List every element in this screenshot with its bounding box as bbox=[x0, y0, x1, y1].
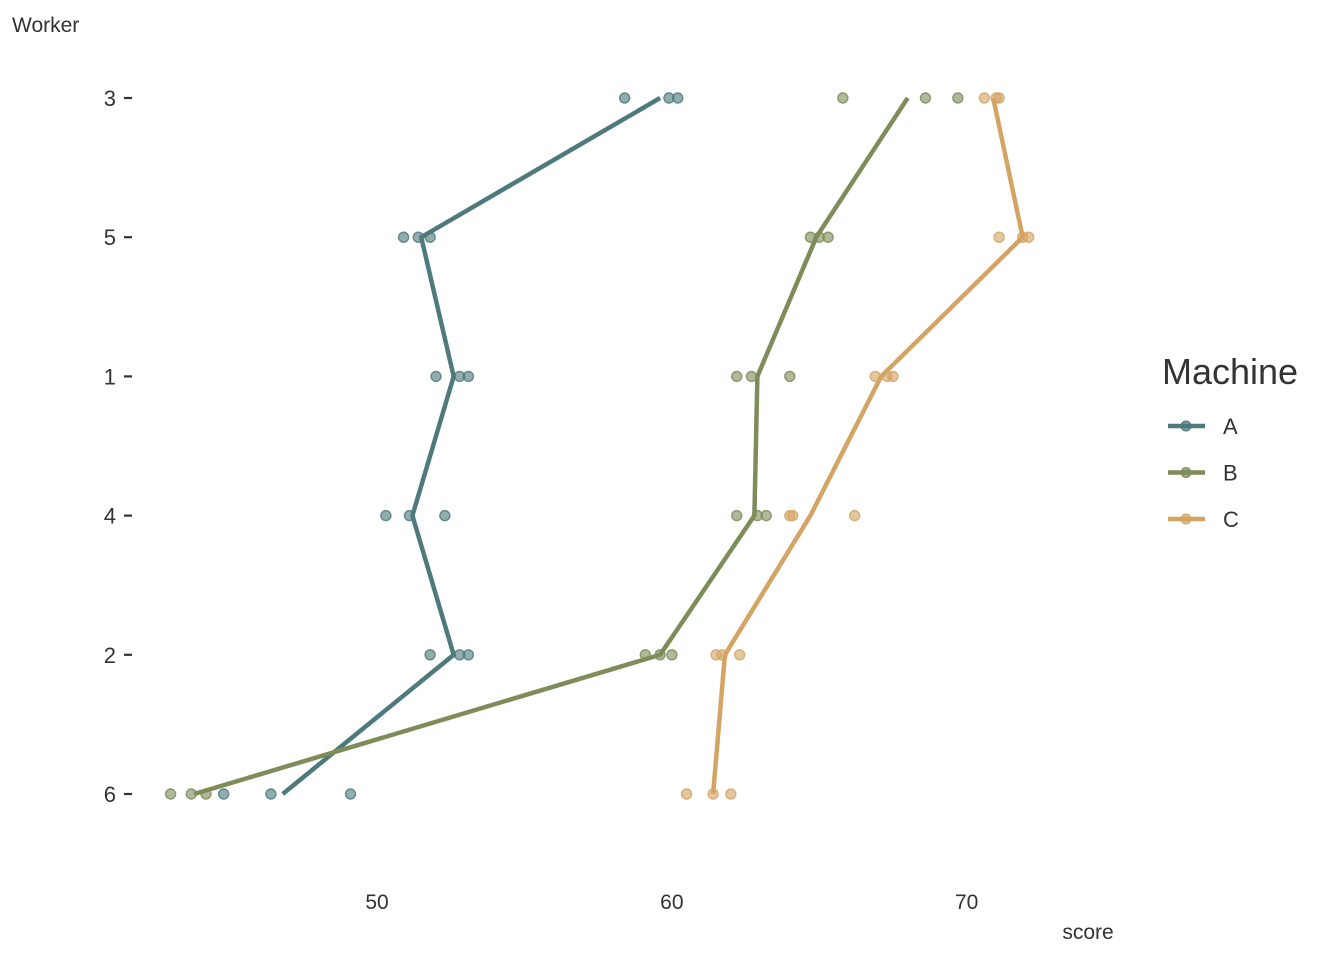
data-point-a bbox=[412, 231, 424, 243]
data-point-a bbox=[462, 370, 475, 383]
legend-label-c: C bbox=[1223, 507, 1239, 532]
legend: Machine ABC bbox=[1162, 351, 1298, 532]
legend-title: Machine bbox=[1162, 351, 1298, 392]
data-point-c bbox=[716, 649, 728, 661]
data-point-c bbox=[680, 788, 693, 800]
data-point-c bbox=[787, 509, 799, 522]
data-point-a bbox=[218, 788, 230, 800]
y-tick-label: 4 bbox=[104, 504, 116, 529]
data-point-a bbox=[462, 649, 475, 661]
legend-label-b: B bbox=[1223, 461, 1238, 486]
x-tick-label: 60 bbox=[660, 891, 683, 914]
data-point-b bbox=[745, 370, 758, 383]
data-point-b bbox=[654, 649, 666, 661]
data-point-a bbox=[380, 509, 392, 522]
data-point-a bbox=[672, 92, 684, 104]
series-points bbox=[164, 92, 1035, 800]
data-point-b bbox=[731, 370, 743, 383]
x-tick-label: 70 bbox=[955, 891, 978, 914]
x-axis: 50 60 70 bbox=[365, 891, 978, 914]
legend-label-a: A bbox=[1223, 414, 1238, 439]
data-point-b bbox=[784, 370, 796, 383]
y-tick-label: 3 bbox=[104, 86, 116, 111]
data-point-c bbox=[887, 370, 899, 383]
data-point-b bbox=[952, 92, 964, 104]
data-point-b bbox=[164, 788, 177, 800]
data-point-b bbox=[200, 788, 212, 800]
series-line-a bbox=[281, 96, 662, 796]
data-point-b bbox=[666, 649, 678, 661]
data-point-a bbox=[439, 509, 451, 522]
data-point-c bbox=[725, 788, 737, 800]
data-point-b bbox=[919, 92, 932, 104]
legend-key-point-c bbox=[1180, 513, 1192, 525]
data-point-c bbox=[848, 509, 861, 522]
x-axis-title: score bbox=[1062, 921, 1113, 944]
data-point-a bbox=[397, 231, 410, 243]
y-tick-label: 6 bbox=[104, 782, 116, 807]
series-lines bbox=[193, 96, 1026, 797]
data-point-b bbox=[185, 788, 197, 800]
data-point-a bbox=[424, 649, 436, 661]
data-point-c bbox=[869, 370, 881, 383]
data-point-a bbox=[430, 370, 442, 383]
y-tick-label: 5 bbox=[104, 225, 116, 250]
data-point-b bbox=[822, 231, 834, 243]
y-axis-title: Worker bbox=[12, 14, 79, 37]
data-point-b bbox=[639, 649, 652, 661]
y-axis: 3 5 1 4 2 6 bbox=[104, 86, 132, 807]
data-point-b bbox=[760, 509, 772, 522]
series-line-b bbox=[193, 96, 910, 797]
series-line-c bbox=[710, 97, 1026, 795]
y-tick-label: 2 bbox=[104, 643, 116, 668]
data-point-b bbox=[837, 92, 849, 104]
y-tick-label: 1 bbox=[104, 364, 116, 389]
data-point-a bbox=[344, 788, 357, 800]
data-point-a bbox=[618, 92, 631, 104]
data-point-a bbox=[424, 231, 436, 243]
legend-key-point-b bbox=[1180, 467, 1192, 478]
data-point-c bbox=[993, 231, 1005, 243]
data-point-c bbox=[733, 649, 746, 661]
data-point-c bbox=[1022, 231, 1035, 243]
data-point-c bbox=[993, 92, 1005, 104]
x-tick-label: 50 bbox=[365, 891, 388, 914]
data-point-a bbox=[265, 788, 277, 800]
data-point-a bbox=[403, 509, 416, 522]
legend-key-point-a bbox=[1180, 420, 1192, 432]
data-point-c bbox=[978, 92, 991, 104]
data-point-b bbox=[731, 509, 743, 522]
data-point-c bbox=[707, 788, 719, 800]
